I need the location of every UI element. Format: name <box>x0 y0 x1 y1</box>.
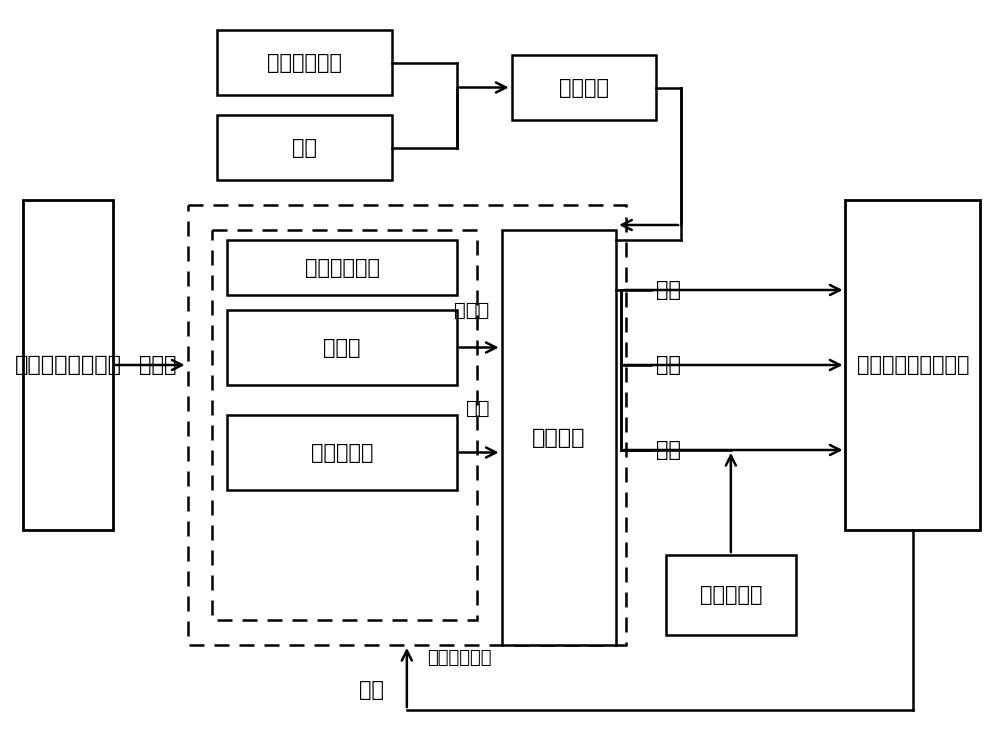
Text: 姿态: 姿态 <box>656 355 681 375</box>
Text: 深度: 深度 <box>656 440 681 460</box>
Bar <box>227 415 457 490</box>
Text: 加速传感器: 加速传感器 <box>311 442 373 462</box>
Text: 北斗卫星导航系统: 北斗卫星导航系统 <box>14 355 121 375</box>
Bar <box>227 240 457 295</box>
Bar <box>512 55 656 120</box>
Text: 惯性测量单元: 惯性测量单元 <box>305 257 380 278</box>
Text: 初始化: 初始化 <box>139 355 176 375</box>
Text: 压力传感器: 压力传感器 <box>700 585 762 605</box>
Text: 角速度: 角速度 <box>454 301 490 320</box>
Bar <box>502 230 616 645</box>
Text: 重置: 重置 <box>359 680 384 700</box>
Bar <box>227 310 457 385</box>
Text: 捷联惯导系统: 捷联惯导系统 <box>427 649 492 667</box>
Text: 坐标转换: 坐标转换 <box>559 77 609 98</box>
Bar <box>217 115 392 180</box>
Text: 姿态: 姿态 <box>292 137 317 157</box>
Text: 多普勒测速仪: 多普勒测速仪 <box>267 52 342 73</box>
Bar <box>666 555 796 635</box>
Bar <box>23 200 113 530</box>
Bar <box>188 205 626 645</box>
Text: 陀螺仪: 陀螺仪 <box>323 337 361 357</box>
Text: 导航方程: 导航方程 <box>532 428 586 448</box>
Text: 误差状态卡尔曼滤波: 误差状态卡尔曼滤波 <box>857 355 969 375</box>
Bar <box>845 200 980 530</box>
Bar <box>217 30 392 95</box>
Text: 速度: 速度 <box>656 280 681 300</box>
Text: 比力: 比力 <box>466 398 490 417</box>
Bar <box>212 230 477 620</box>
